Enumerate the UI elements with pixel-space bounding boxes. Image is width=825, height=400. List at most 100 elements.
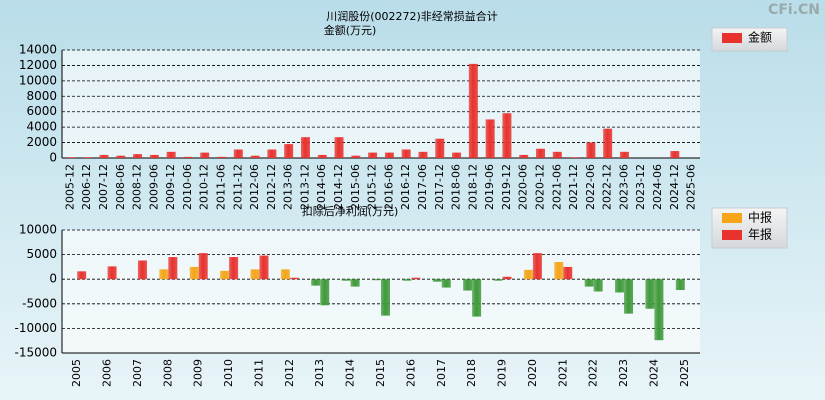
bar	[586, 142, 596, 158]
x-tick-label: 2025	[678, 359, 691, 387]
x-tick-label: 2010-12	[198, 164, 211, 210]
bar	[350, 279, 360, 287]
x-tick-label: 2022	[587, 359, 600, 387]
bar	[418, 151, 428, 158]
bar	[334, 137, 344, 158]
x-tick-label: 2008	[161, 359, 174, 387]
bar	[116, 155, 126, 158]
x-tick-label: 2011-12	[231, 164, 244, 210]
bar	[463, 279, 473, 291]
bar	[502, 276, 512, 280]
bar	[289, 277, 299, 280]
y-tick-label: 10000	[19, 223, 57, 237]
x-tick-label: 2014-12	[332, 164, 345, 210]
bar	[300, 137, 310, 158]
x-tick-label: 2010-06	[181, 164, 194, 210]
x-tick-label: 2008-06	[114, 164, 127, 210]
x-tick-label: 2019-12	[500, 164, 513, 210]
bar	[569, 157, 579, 158]
bar	[99, 154, 109, 158]
y-tick-label: 10000	[19, 73, 57, 87]
bar	[77, 271, 87, 280]
x-tick-label: 2024-12	[668, 164, 681, 210]
bar	[603, 128, 613, 158]
bar	[493, 279, 503, 281]
bar	[619, 151, 629, 158]
bar	[229, 257, 239, 280]
y-tick-label: 12000	[19, 58, 57, 72]
x-tick-label: 2016	[404, 359, 417, 387]
x-tick-label: 2021	[556, 359, 569, 387]
bar	[554, 261, 564, 280]
x-tick-label: 2006	[101, 359, 114, 387]
x-tick-label: 2014	[344, 359, 357, 387]
y-tick-label: -15000	[14, 346, 57, 360]
bar	[675, 279, 685, 291]
bar	[584, 279, 594, 287]
bar	[159, 269, 169, 280]
x-tick-label: 2023-06	[617, 164, 630, 210]
x-tick-label: 2020	[526, 359, 539, 387]
bar	[317, 154, 327, 158]
y-tick-label: 14000	[19, 43, 57, 57]
bar	[198, 253, 208, 280]
x-tick-label: 2012-12	[265, 164, 278, 210]
plot-area	[62, 50, 700, 158]
bar	[401, 149, 411, 158]
bar	[65, 157, 75, 158]
x-tick-label: 2010	[222, 359, 235, 387]
bar	[137, 260, 147, 280]
bar	[320, 279, 330, 306]
x-tick-label: 2018-06	[450, 164, 463, 210]
bar	[280, 269, 290, 280]
x-tick-label: 2016-06	[382, 164, 395, 210]
bar	[552, 151, 562, 158]
bar	[250, 269, 260, 280]
bar	[519, 154, 529, 158]
bar	[654, 279, 664, 341]
bar	[82, 157, 92, 158]
legend-swatch	[722, 33, 742, 43]
bar	[311, 279, 321, 286]
x-tick-label: 2017-06	[416, 164, 429, 210]
chart-title: 川润股份(002272)非经常损益合计	[326, 9, 498, 23]
bar	[432, 279, 442, 282]
x-tick-label: 2009-06	[147, 164, 160, 210]
legend-label: 中报	[748, 210, 772, 225]
x-tick-label: 2024-06	[651, 164, 664, 210]
bar	[250, 155, 260, 158]
x-tick-label: 2007-12	[97, 164, 110, 210]
x-tick-label: 2022-12	[601, 164, 614, 210]
x-tick-label: 2016-12	[399, 164, 412, 210]
bar	[189, 266, 199, 280]
y-tick-label: 4000	[26, 120, 57, 134]
x-tick-label: 2025-06	[685, 164, 698, 210]
y-tick-label: 5000	[26, 247, 57, 261]
bar	[468, 63, 478, 159]
y-tick-label: 6000	[26, 104, 57, 118]
bar	[149, 154, 159, 158]
bar	[259, 255, 269, 280]
bar	[485, 119, 495, 158]
y-tick-label: 2000	[26, 135, 57, 149]
x-tick-label: 2023	[617, 359, 630, 387]
x-tick-label: 2011-06	[215, 164, 228, 210]
y-axis-label: 金额(万元)	[324, 23, 377, 37]
bar	[402, 279, 412, 281]
bar	[368, 152, 378, 158]
x-tick-label: 2005-12	[63, 164, 76, 210]
x-tick-label: 2013	[313, 359, 326, 387]
x-tick-label: 2018-12	[466, 164, 479, 210]
bar	[372, 279, 381, 281]
legend-label: 金额	[748, 30, 772, 45]
bar	[502, 113, 512, 158]
bar	[217, 156, 226, 158]
bar	[670, 151, 680, 158]
x-tick-label: 2009	[192, 359, 205, 387]
bar	[381, 279, 390, 316]
x-tick-label: 2023-12	[634, 164, 647, 210]
x-tick-label: 2022-06	[584, 164, 597, 210]
bar	[351, 155, 361, 158]
x-tick-label: 2015	[374, 359, 387, 387]
bar	[645, 279, 655, 309]
